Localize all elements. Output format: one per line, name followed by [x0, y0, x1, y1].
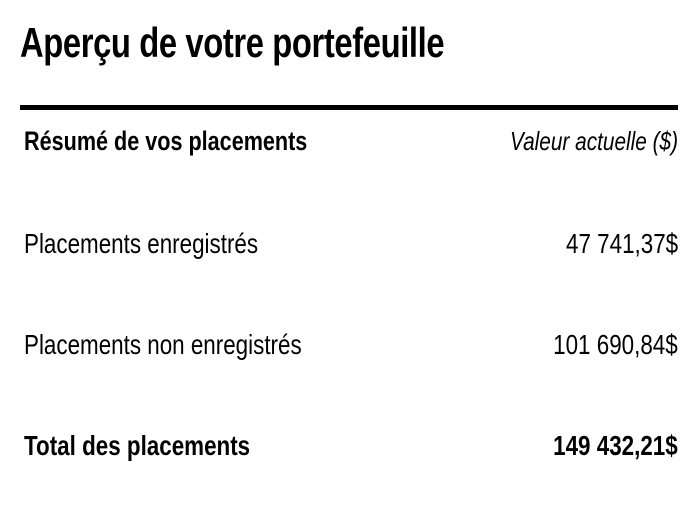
total-label-text: Total des placements [24, 430, 251, 461]
row-value-text: 101 690,84$ [553, 329, 678, 360]
page-title: Aperçu de votre portefeuille [20, 22, 678, 64]
table-total-row: Total des placements 149 432,21$ [20, 432, 678, 460]
total-value: 149 432,21$ [522, 432, 678, 460]
total-value-text: 149 432,21$ [553, 430, 678, 461]
column-header-summary: Résumé de vos placements [24, 128, 378, 155]
row-value: 101 690,84$ [522, 331, 678, 359]
page-title-text: Aperçu de votre portefeuille [20, 19, 445, 66]
portfolio-overview-page: Aperçu de votre portefeuille Résumé de v… [0, 22, 700, 520]
row-label-text: Placements non enregistrés [24, 329, 302, 360]
row-value: 47 741,37$ [538, 230, 678, 258]
total-label: Total des placements [24, 432, 307, 460]
table-row-non-registered: Placements non enregistrés 101 690,84$ [20, 331, 678, 359]
row-label-text: Placements enregistrés [24, 228, 259, 259]
column-header-summary-text: Résumé de vos placements [24, 126, 308, 156]
placements-summary-table: Résumé de vos placements Valeur actuelle… [20, 128, 678, 460]
table-header-row: Résumé de vos placements Valeur actuelle… [20, 128, 678, 155]
row-label: Placements enregistrés [24, 230, 317, 258]
row-label: Placements non enregistrés [24, 331, 371, 359]
title-divider [20, 105, 678, 110]
column-header-current-value-text: Valeur actuelle ($) [509, 126, 678, 156]
row-value-text: 47 741,37$ [565, 228, 678, 259]
table-row-registered: Placements enregistrés 47 741,37$ [20, 230, 678, 258]
column-header-current-value: Valeur actuelle ($) [468, 128, 678, 154]
